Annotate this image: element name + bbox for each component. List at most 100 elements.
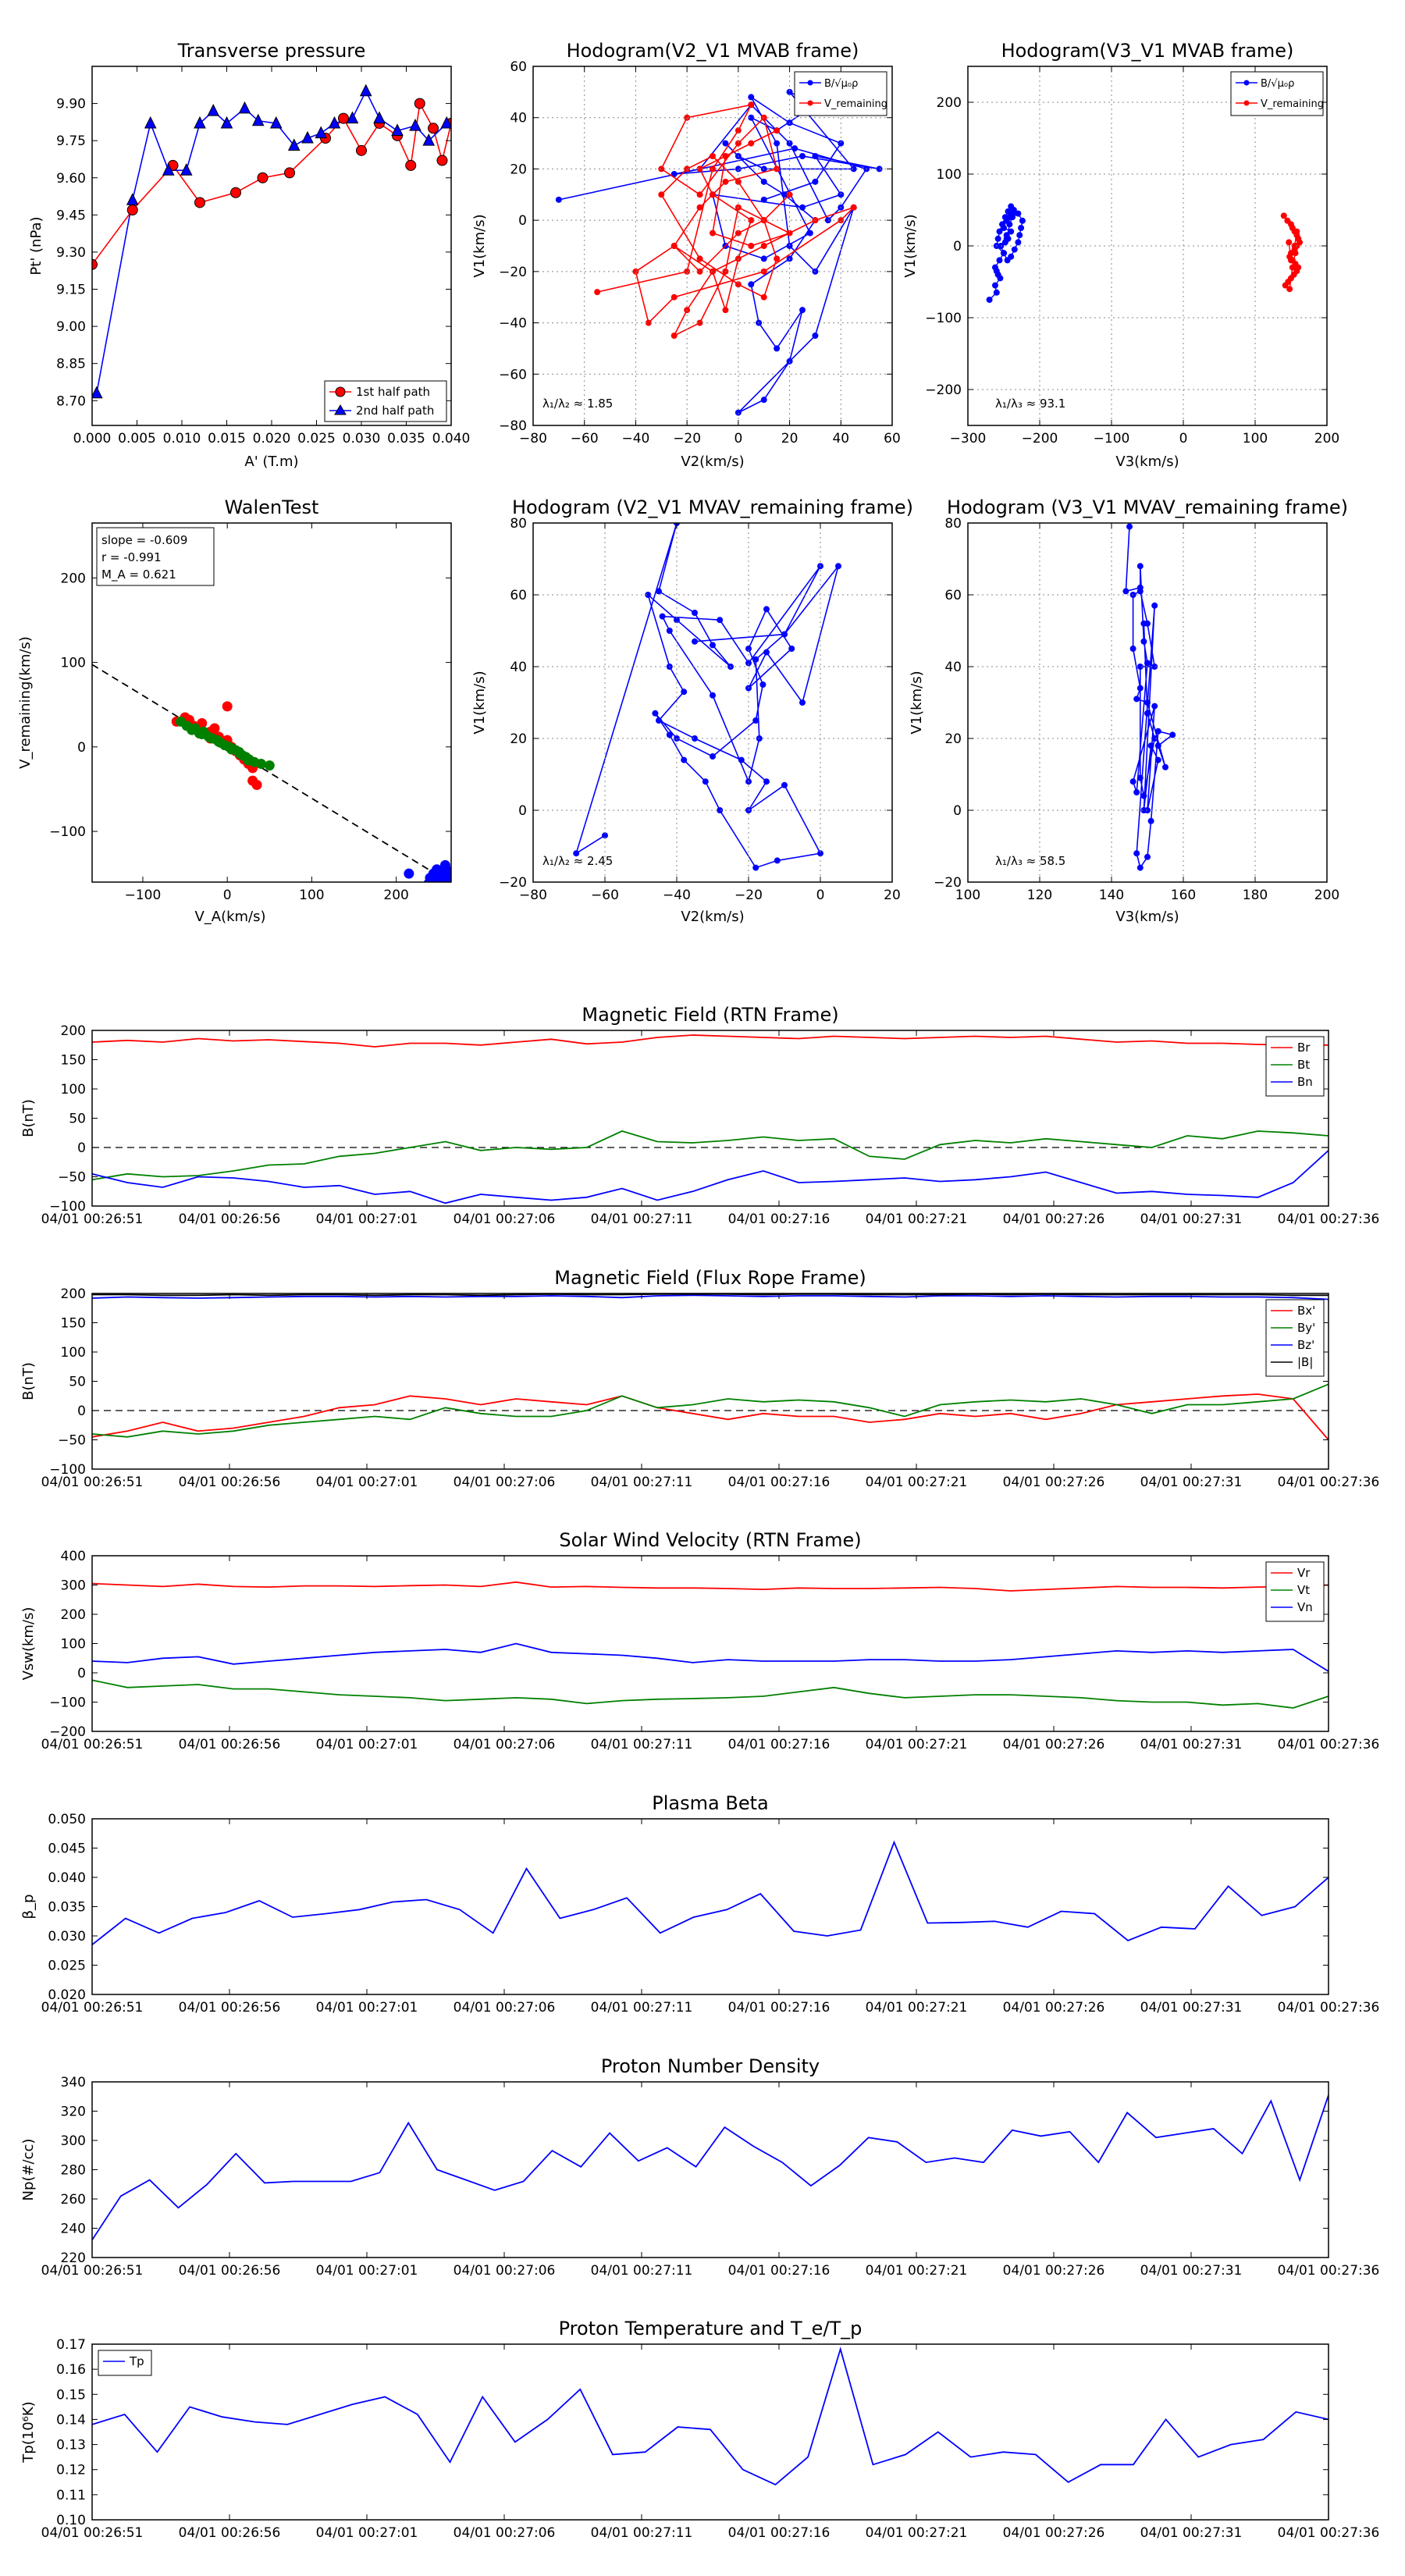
walen-ytick-label: 200 xyxy=(61,571,86,586)
hodo4-point xyxy=(1136,864,1144,871)
mag_fr-time-label: 04/01 00:27:16 xyxy=(728,1475,831,1490)
walen-fit-line xyxy=(92,664,451,882)
np-ylabel: Np(#/cc) xyxy=(20,2139,37,2201)
hodo1-v-point xyxy=(594,289,601,296)
transverse_pressure-xtick-label: 0.015 xyxy=(208,431,246,447)
walen-stat: M_A = 0.621 xyxy=(101,568,176,582)
mag_rtn-series-bn xyxy=(92,1150,1329,1204)
hodo1-title: Hodogram(V2_V1 MVAB frame) xyxy=(567,40,859,62)
hodo1-b-point xyxy=(760,196,767,203)
hodo3-point xyxy=(752,717,759,724)
pt-second-half-point xyxy=(251,113,265,126)
mag_rtn-ytick-label: 50 xyxy=(69,1112,86,1127)
hodo1-ylabel: V1(km/s) xyxy=(471,214,488,277)
legend-box xyxy=(1265,1299,1325,1377)
hodo3-point xyxy=(717,617,724,624)
tp-ylabel: Tp(10⁶K) xyxy=(20,2401,37,2463)
mag_fr-time-label: 04/01 00:26:51 xyxy=(41,1475,144,1490)
mag_rtn-time-label: 04/01 00:27:31 xyxy=(1140,1212,1243,1227)
hodo1-v-point xyxy=(774,127,781,134)
hodo2-b-point xyxy=(1018,225,1025,231)
hodo1-v-point xyxy=(722,307,729,314)
hodo3-point xyxy=(763,606,770,613)
tp-panel: 04/01 00:26:51 04/01 00:26:56 04/01 00:27:… xyxy=(20,2318,1379,2541)
hodo4-ratio: λ₁/λ₃ ≈ 58.5 xyxy=(995,854,1065,868)
pt-first-half-point xyxy=(92,258,98,270)
mag_fr-series-b xyxy=(92,1293,1329,1297)
walen-title: WalenTest xyxy=(225,496,319,518)
mag_fr-time-label: 04/01 00:27:26 xyxy=(1003,1475,1105,1490)
tp-ytick-label: 0.14 xyxy=(56,2412,86,2428)
pt-second-half-point xyxy=(238,101,251,114)
legend-box xyxy=(1230,71,1324,116)
vsw-ytick-label: 400 xyxy=(61,1549,86,1564)
legend-label: B/√μ₀ρ xyxy=(1261,78,1294,90)
mag_rtn-time-label: 04/01 00:27:06 xyxy=(454,1212,556,1227)
hodo3-point xyxy=(752,656,759,663)
walen-green-point xyxy=(264,760,275,771)
tp-series-tp xyxy=(92,2347,1329,2486)
hodo_v3v1_mvav-ytick-label: 0 xyxy=(953,803,962,819)
tp-ytick-label: 0.12 xyxy=(56,2463,86,2478)
hodo2-b-point xyxy=(991,264,998,271)
np-time-label: 04/01 00:27:11 xyxy=(591,2263,693,2279)
np-title: Proton Number Density xyxy=(601,2055,820,2077)
transverse_pressure-xtick-label: 0.020 xyxy=(253,431,291,447)
mag_rtn-time-label: 04/01 00:27:01 xyxy=(316,1212,418,1227)
legend-label: Bn xyxy=(1297,1075,1313,1089)
hodo4-point xyxy=(1154,742,1161,749)
hodo1-v-point xyxy=(696,255,703,262)
hodo2-b-point xyxy=(1015,210,1022,217)
hodo_v2v1_mvab-ytick-label: 20 xyxy=(510,162,527,177)
hodo_v2v1_mvab-ytick-label: −20 xyxy=(499,265,527,280)
hodo2-b-point xyxy=(1008,253,1015,260)
mag_fr-ytick-label: 200 xyxy=(61,1286,86,1302)
hodo4-point xyxy=(1147,742,1154,749)
hodo2-ratio: λ₁/λ₃ ≈ 93.1 xyxy=(995,397,1065,411)
hodo3-point xyxy=(835,563,841,570)
pt-second-half-point xyxy=(180,163,193,176)
tp-ytick-label: 0.11 xyxy=(56,2488,86,2503)
pt-first-half-point xyxy=(230,187,241,198)
hodo4-point xyxy=(1144,660,1151,667)
hodo3-point xyxy=(788,646,795,652)
legend-label: Vt xyxy=(1297,1583,1310,1597)
hodo4-point xyxy=(1129,646,1136,652)
np-ytick-label: 240 xyxy=(61,2222,86,2237)
walen-xtick-label: −100 xyxy=(125,888,162,903)
tp-time-label: 04/01 00:27:31 xyxy=(1140,2525,1243,2541)
walen-blue-point xyxy=(423,878,433,882)
mag_rtn-time-label: 04/01 00:27:21 xyxy=(866,1212,968,1227)
legend-box xyxy=(98,2350,152,2376)
hodo1-b-point xyxy=(781,191,788,198)
np-time-label: 04/01 00:26:56 xyxy=(179,2263,281,2279)
legend-box xyxy=(1265,1561,1325,1622)
np-panel: 04/01 00:26:51 04/01 00:26:56 04/01 00:27:… xyxy=(20,2055,1379,2279)
transverse_pressure-plot-area xyxy=(92,84,451,399)
legend-marker xyxy=(807,100,813,106)
walen-blue-point xyxy=(443,868,451,879)
beta-frame xyxy=(91,1818,1329,1995)
np-time-label: 04/01 00:27:06 xyxy=(454,2263,556,2279)
hodo_v3v1_mvab-xtick-label: −100 xyxy=(1094,431,1130,447)
legend-label: Bz' xyxy=(1297,1338,1314,1352)
hodo_v2v1_mvab-ytick-label: 0 xyxy=(518,213,527,229)
hodo_v3v1_mvab-ytick-label: 100 xyxy=(937,167,962,183)
pt-second-half-line xyxy=(96,89,447,393)
hodo_v2v1_mvav-ytick-label: 0 xyxy=(518,803,527,819)
hodo1-b-point xyxy=(735,409,742,416)
pt-second-half-point xyxy=(409,119,422,131)
legend-label: Vr xyxy=(1297,1566,1311,1580)
mag_fr-time-label: 04/01 00:27:01 xyxy=(316,1475,418,1490)
pt-second-half-point xyxy=(328,116,341,129)
hodo3-ylabel: V1(km/s) xyxy=(471,671,488,734)
transverse_pressure-ytick-label: 9.75 xyxy=(56,133,86,149)
pt-second-half-point xyxy=(269,116,283,129)
walen-green-point xyxy=(234,748,245,759)
pt-first-half-point xyxy=(284,167,295,179)
hodo3-point xyxy=(659,613,666,620)
mag_rtn-ytick-label: −50 xyxy=(58,1170,86,1186)
tp-time-label: 04/01 00:26:56 xyxy=(179,2525,281,2541)
np-time-label: 04/01 00:27:01 xyxy=(316,2263,418,2279)
